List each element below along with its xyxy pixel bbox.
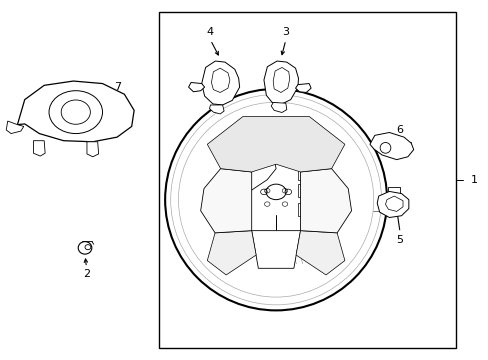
Polygon shape bbox=[33, 141, 45, 156]
Polygon shape bbox=[18, 81, 134, 142]
Polygon shape bbox=[264, 61, 298, 104]
Polygon shape bbox=[251, 231, 300, 268]
Polygon shape bbox=[300, 168, 351, 233]
Text: 6: 6 bbox=[396, 125, 403, 135]
Polygon shape bbox=[6, 121, 24, 134]
Polygon shape bbox=[207, 231, 256, 275]
Polygon shape bbox=[369, 132, 413, 159]
Polygon shape bbox=[209, 105, 224, 114]
Polygon shape bbox=[207, 117, 344, 172]
Ellipse shape bbox=[85, 245, 91, 249]
Polygon shape bbox=[220, 158, 276, 211]
Polygon shape bbox=[271, 103, 286, 112]
Text: 1: 1 bbox=[469, 175, 477, 185]
Polygon shape bbox=[200, 168, 251, 233]
Text: 2: 2 bbox=[83, 269, 90, 279]
Polygon shape bbox=[188, 82, 204, 92]
Text: 3: 3 bbox=[282, 27, 289, 37]
Text: 4: 4 bbox=[206, 27, 214, 37]
Text: 7: 7 bbox=[114, 82, 122, 93]
Polygon shape bbox=[295, 231, 344, 275]
Polygon shape bbox=[295, 84, 310, 93]
Polygon shape bbox=[376, 192, 408, 217]
Polygon shape bbox=[201, 61, 239, 105]
Text: 5: 5 bbox=[396, 235, 403, 246]
Polygon shape bbox=[87, 142, 99, 157]
